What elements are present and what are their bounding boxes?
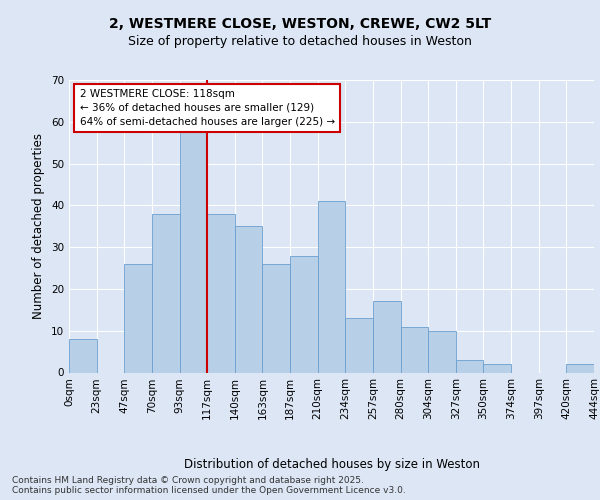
Bar — [262, 264, 290, 372]
X-axis label: Distribution of detached houses by size in Weston: Distribution of detached houses by size … — [184, 458, 479, 471]
Bar — [152, 214, 179, 372]
Bar — [179, 130, 207, 372]
Bar — [317, 201, 346, 372]
Bar — [69, 339, 97, 372]
Text: 2, WESTMERE CLOSE, WESTON, CREWE, CW2 5LT: 2, WESTMERE CLOSE, WESTON, CREWE, CW2 5L… — [109, 18, 491, 32]
Text: Contains HM Land Registry data © Crown copyright and database right 2025.
Contai: Contains HM Land Registry data © Crown c… — [12, 476, 406, 495]
Bar — [235, 226, 262, 372]
Bar — [290, 256, 317, 372]
Bar — [401, 326, 428, 372]
Bar — [124, 264, 152, 372]
Bar — [566, 364, 594, 372]
Text: Size of property relative to detached houses in Weston: Size of property relative to detached ho… — [128, 35, 472, 48]
Bar — [484, 364, 511, 372]
Text: 2 WESTMERE CLOSE: 118sqm
← 36% of detached houses are smaller (129)
64% of semi-: 2 WESTMERE CLOSE: 118sqm ← 36% of detach… — [79, 89, 335, 127]
Bar — [373, 302, 401, 372]
Bar — [456, 360, 484, 372]
Bar — [207, 214, 235, 372]
Bar — [346, 318, 373, 372]
Bar — [428, 330, 456, 372]
Y-axis label: Number of detached properties: Number of detached properties — [32, 133, 46, 320]
